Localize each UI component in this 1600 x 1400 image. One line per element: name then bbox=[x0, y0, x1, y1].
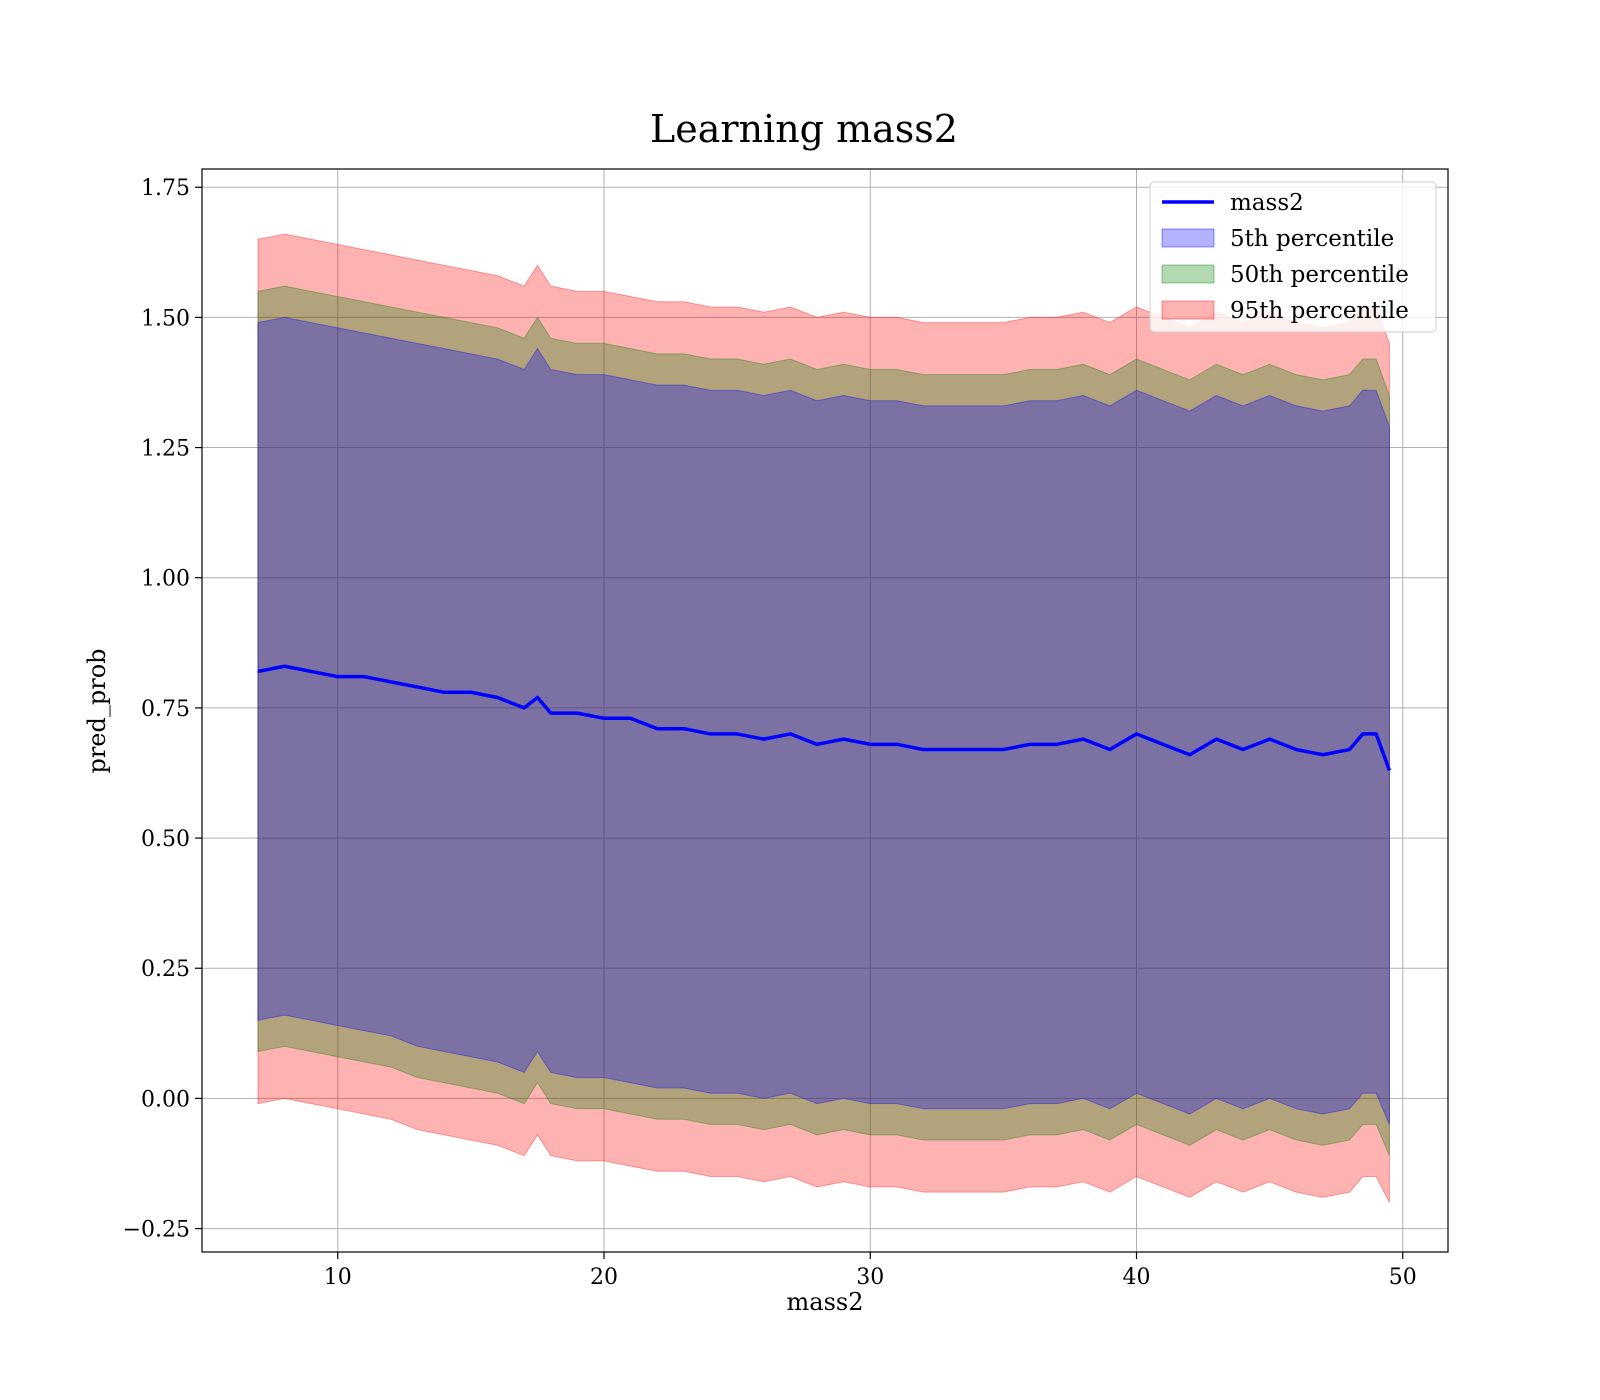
y-tick-label-6: 1.25 bbox=[141, 437, 190, 462]
x-tick-label-1: 20 bbox=[590, 1265, 618, 1290]
x-axis-label: mass2 bbox=[787, 1288, 864, 1316]
band-5th-percentile bbox=[257, 316, 1390, 1125]
legend-label-0: mass2 bbox=[1230, 190, 1304, 216]
plot-frame bbox=[201, 168, 1449, 1253]
y-tick-label-3: 0.50 bbox=[141, 827, 190, 852]
series-lines bbox=[257, 664, 1392, 771]
legend-label-2: 50th percentile bbox=[1230, 262, 1409, 288]
y-tick-label-7: 1.50 bbox=[141, 306, 190, 331]
x-axis-ticks: 10 20 30 40 50 bbox=[324, 1252, 1417, 1290]
percentile-bands bbox=[257, 233, 1390, 1203]
band-95th-percentile bbox=[257, 233, 1390, 1203]
x-tick-label-0: 10 bbox=[324, 1265, 352, 1290]
y-tick-label-1: 0.00 bbox=[141, 1087, 190, 1112]
y-tick-label-8: 1.75 bbox=[141, 176, 190, 201]
legend-swatch-2 bbox=[1161, 264, 1215, 284]
x-tick-label-4: 50 bbox=[1389, 1265, 1417, 1290]
y-tick-label-4: 0.75 bbox=[141, 697, 190, 722]
x-tick-label-2: 30 bbox=[856, 1265, 884, 1290]
gridlines bbox=[202, 169, 1448, 1252]
y-axis-label: pred_prob bbox=[83, 648, 111, 773]
legend: mass2 5th percentile 50th percentile 95th p… bbox=[1149, 181, 1437, 333]
legend-swatch-3 bbox=[1161, 300, 1215, 320]
legend-swatch-1 bbox=[1161, 228, 1215, 248]
y-tick-label-2: 0.25 bbox=[141, 957, 190, 982]
legend-label-3: 95th percentile bbox=[1230, 298, 1409, 324]
y-tick-label-5: 1.00 bbox=[141, 567, 190, 592]
band-50th-percentile bbox=[257, 285, 1390, 1156]
y-axis-ticks: −0.25 0.00 0.25 0.50 0.75 1.00 1.25 1.50 1.75 bbox=[123, 176, 202, 1243]
legend-label-1: 5th percentile bbox=[1230, 226, 1394, 252]
x-tick-label-3: 40 bbox=[1123, 1265, 1151, 1290]
chart-title: Learning mass2 bbox=[650, 107, 958, 151]
legend-box bbox=[1149, 181, 1437, 333]
line-mass2 bbox=[257, 664, 1392, 771]
y-tick-label-0: −0.25 bbox=[123, 1218, 190, 1243]
